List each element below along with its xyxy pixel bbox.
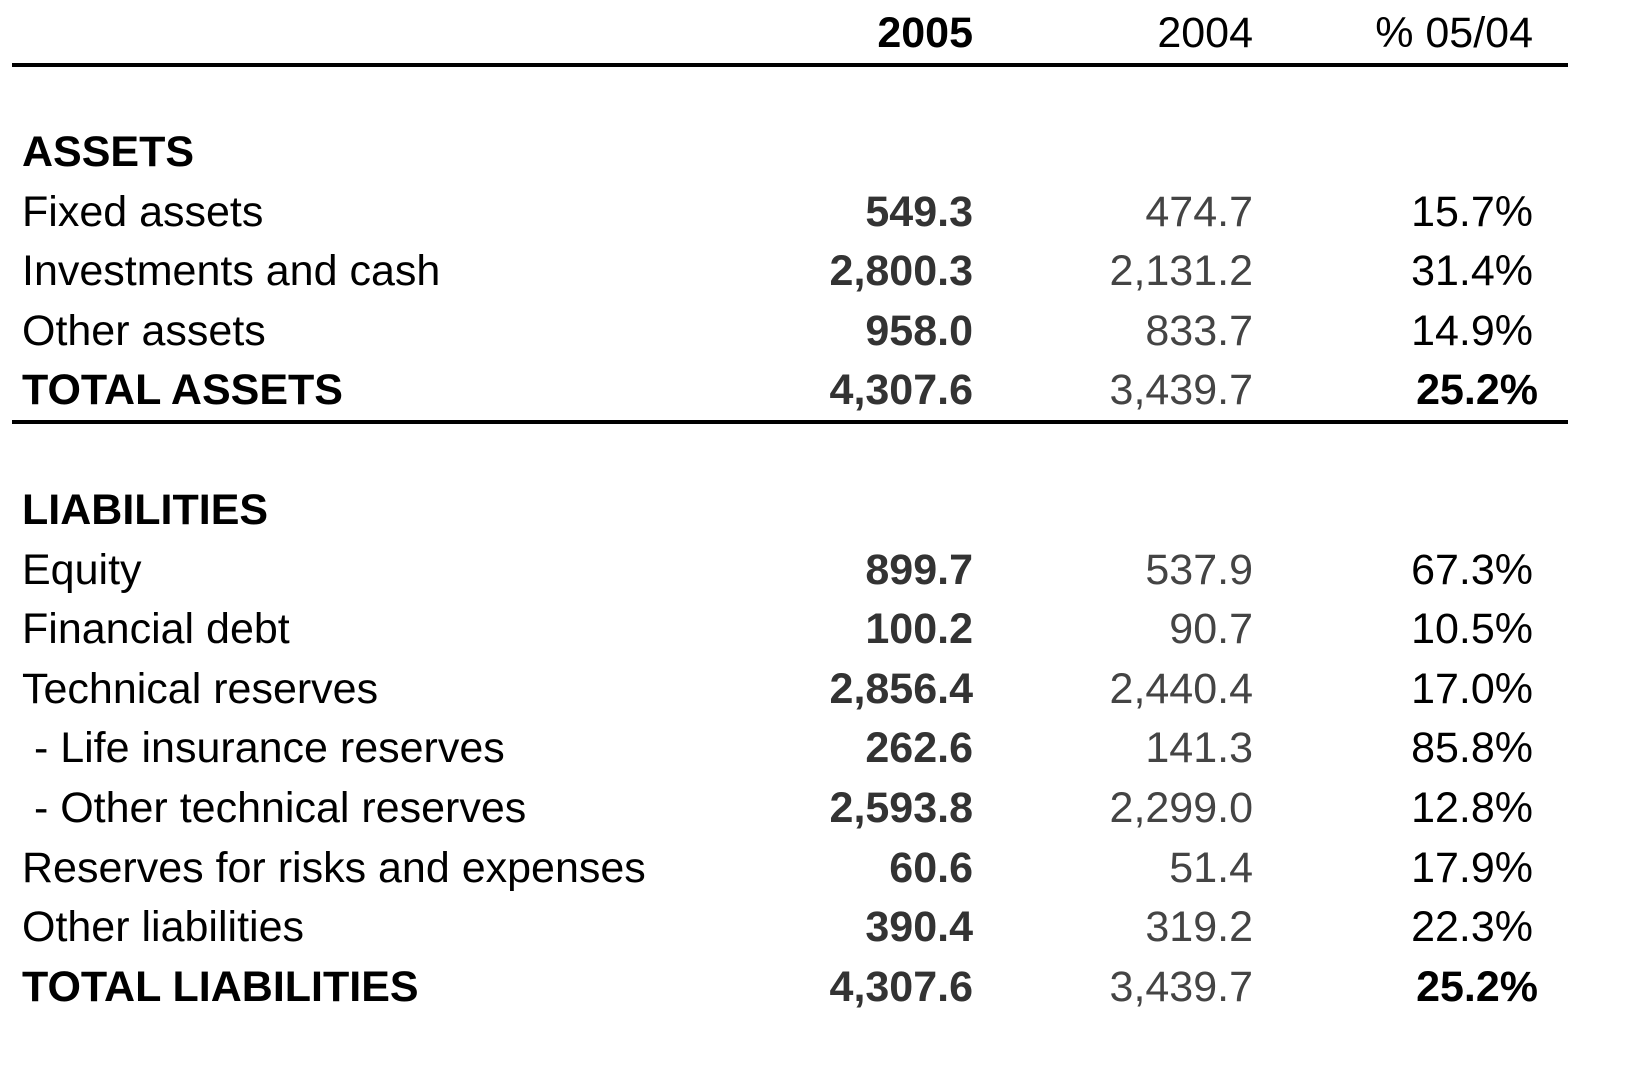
change-pct: 17.9% bbox=[1411, 843, 1533, 892]
change-pct: 15.7% bbox=[1411, 187, 1533, 236]
value-2005: 100.2 bbox=[865, 605, 973, 654]
value-2004: 51.4 bbox=[1169, 843, 1253, 892]
column-header: 2004 bbox=[1157, 9, 1253, 57]
header-rule bbox=[12, 63, 1568, 67]
value-2005: 262.6 bbox=[865, 724, 973, 773]
change-pct: 14.9% bbox=[1411, 306, 1533, 355]
section-rule bbox=[12, 420, 1568, 424]
row-label: Other assets bbox=[22, 306, 266, 355]
change-pct: 85.8% bbox=[1411, 724, 1533, 773]
change-pct: 25.2% bbox=[1416, 366, 1538, 415]
row-label: Financial debt bbox=[22, 605, 290, 654]
row-label: Technical reserves bbox=[22, 664, 379, 713]
change-pct: 10.5% bbox=[1411, 605, 1533, 654]
row-label: Reserves for risks and expenses bbox=[22, 843, 646, 892]
value-2004: 2,440.4 bbox=[1109, 664, 1253, 713]
change-pct: 22.3% bbox=[1411, 903, 1533, 952]
column-header: % 05/04 bbox=[1375, 9, 1533, 57]
value-2005: 60.6 bbox=[889, 843, 973, 892]
value-2004: 3,439.7 bbox=[1109, 962, 1253, 1011]
row-label: Equity bbox=[22, 545, 142, 594]
change-pct: 67.3% bbox=[1411, 545, 1533, 594]
total-label: TOTAL ASSETS bbox=[22, 366, 343, 415]
value-2004: 319.2 bbox=[1145, 903, 1253, 952]
value-2004: 2,299.0 bbox=[1109, 784, 1253, 832]
row-label: Investments and cash bbox=[22, 247, 441, 296]
value-2005: 390.4 bbox=[865, 903, 973, 952]
value-2004: 2,131.2 bbox=[1109, 247, 1253, 296]
change-pct: 31.4% bbox=[1411, 247, 1533, 296]
value-2004: 3,439.7 bbox=[1109, 366, 1253, 415]
column-header: 2005 bbox=[877, 9, 973, 57]
value-2005: 958.0 bbox=[865, 306, 973, 355]
value-2004: 90.7 bbox=[1169, 605, 1253, 654]
change-pct: 12.8% bbox=[1411, 784, 1533, 832]
change-pct: 25.2% bbox=[1416, 962, 1538, 1011]
value-2005: 2,856.4 bbox=[829, 664, 973, 713]
value-2004: 833.7 bbox=[1145, 306, 1253, 355]
value-2004: 537.9 bbox=[1145, 545, 1253, 594]
value-2004: 474.7 bbox=[1145, 187, 1253, 236]
row-label: - Other technical reserves bbox=[22, 784, 527, 832]
section-title: LIABILITIES bbox=[22, 486, 269, 534]
row-label: - Life insurance reserves bbox=[22, 724, 505, 773]
change-pct: 17.0% bbox=[1411, 664, 1533, 713]
value-2004: 141.3 bbox=[1145, 724, 1253, 773]
total-label: TOTAL LIABILITIES bbox=[22, 962, 419, 1011]
row-label: Fixed assets bbox=[22, 187, 264, 236]
value-2005: 899.7 bbox=[865, 545, 973, 594]
value-2005: 2,800.3 bbox=[829, 247, 973, 296]
value-2005: 2,593.8 bbox=[829, 784, 973, 832]
value-2005: 4,307.6 bbox=[829, 366, 973, 415]
value-2005: 549.3 bbox=[865, 187, 973, 236]
row-label: Other liabilities bbox=[22, 903, 304, 952]
section-title: ASSETS bbox=[22, 128, 195, 176]
value-2005: 4,307.6 bbox=[829, 962, 973, 1011]
